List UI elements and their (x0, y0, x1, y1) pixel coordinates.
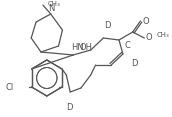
Text: O: O (145, 33, 152, 42)
Text: D: D (66, 102, 73, 112)
Text: N: N (49, 4, 55, 13)
Text: OH: OH (80, 42, 93, 51)
Text: CH₃: CH₃ (157, 32, 170, 38)
Text: Cl: Cl (5, 84, 14, 93)
Text: O: O (142, 16, 149, 26)
Text: D: D (104, 21, 111, 30)
Text: HN: HN (71, 44, 84, 53)
Text: D: D (131, 58, 137, 68)
Text: C: C (125, 40, 131, 49)
Text: CH₃: CH₃ (48, 1, 61, 7)
